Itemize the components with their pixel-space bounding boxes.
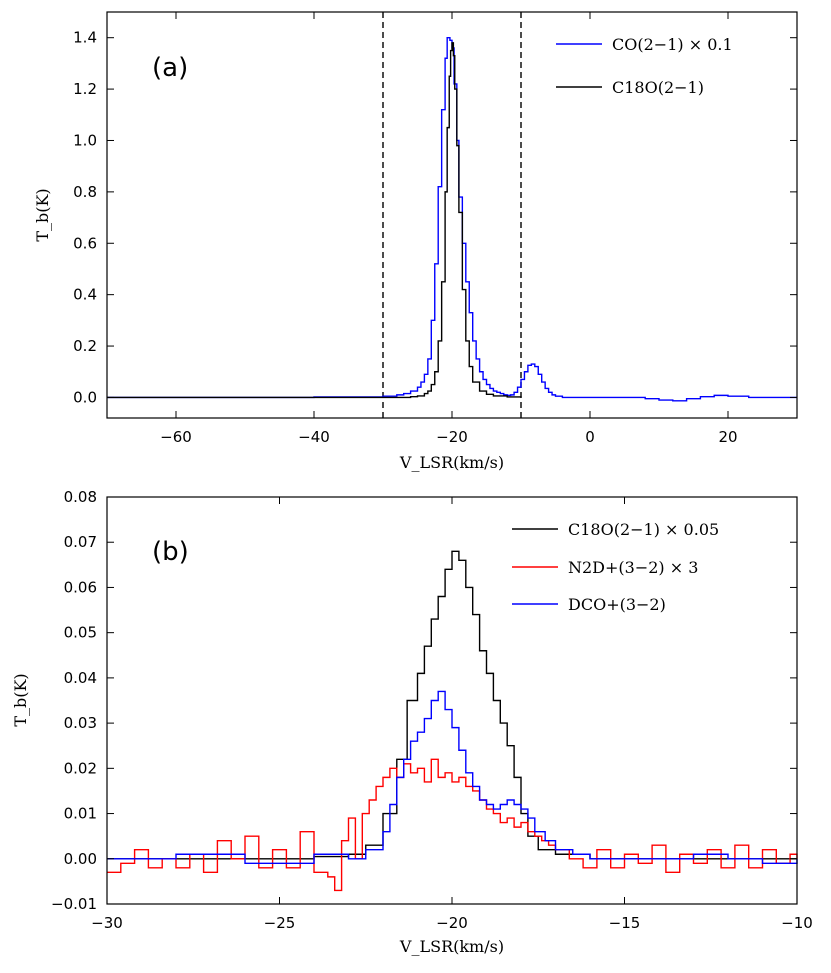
y-tick-label-b-2: 0.01 [64, 805, 97, 823]
series-line-b-3 [107, 690, 798, 864]
series-line-a-2 [107, 42, 522, 399]
series-line-a-1 [107, 36, 797, 402]
panel-label-b: (b) [152, 537, 189, 567]
y-tick-label-a-2: 0.4 [73, 286, 97, 304]
x-tick-label-b-0: −30 [91, 914, 123, 932]
legend-b: C18O(2−1) × 0.05 N2D+(3−2) × 3 DCO+(3−2) [512, 520, 719, 614]
y-tick-label-a-0: 0.0 [73, 388, 97, 406]
x-tick-label-a-4: 20 [718, 428, 737, 446]
legend-label-n2dp: N2D+(3−2) × 3 [568, 558, 698, 577]
y-axis-label-a: T_b(K) [33, 188, 52, 241]
y-tick-label-a-7: 1.4 [73, 29, 97, 47]
panel-b: −30 −25 −20 −15 −10 −0.01 0.00 0.01 0.02 0.03 0.04… [11, 488, 813, 956]
y-tick-label-b-6: 0.05 [64, 624, 97, 642]
panel-label-a: (a) [152, 53, 188, 83]
x-tick-label-a-1: −40 [298, 428, 330, 446]
x-tick-label-b-4: −10 [781, 914, 813, 932]
y-tick-label-b-3: 0.02 [64, 759, 97, 777]
y-tick-label-b-1: 0.00 [64, 850, 97, 868]
y-tick-label-b-0: −0.01 [51, 895, 97, 913]
plot-area-a [107, 12, 797, 418]
x-tick-label-a-3: 0 [585, 428, 595, 446]
y-tick-label-a-5: 1.0 [73, 131, 97, 149]
legend-label-dcop: DCO+(3−2) [568, 595, 666, 614]
x-tick-label-a-2: −20 [436, 428, 468, 446]
panel-a: −60 −40 −20 0 20 0.0 0.2 0.4 0.6 0.8 1.0 1.2 1.4 (a)… [33, 11, 798, 472]
y-tick-label-b-7: 0.06 [64, 578, 97, 596]
x-axis-label-a: V_LSR(km/s) [399, 453, 504, 472]
series-line-b-2 [107, 758, 798, 892]
y-tick-label-a-4: 0.8 [73, 183, 97, 201]
x-axis-label-b: V_LSR(km/s) [399, 937, 504, 956]
y-tick-label-a-1: 0.2 [73, 337, 97, 355]
y-tick-label-a-6: 1.2 [73, 80, 97, 98]
y-axis-label-b: T_b(K) [11, 673, 30, 726]
legend-a: CO(2−1) × 0.1 C18O(2−1) [556, 35, 733, 97]
x-tick-label-a-0: −60 [160, 428, 192, 446]
y-tick-label-b-4: 0.03 [64, 714, 97, 732]
y-tick-label-b-5: 0.04 [64, 669, 97, 687]
legend-label-c18o-b: C18O(2−1) × 0.05 [568, 520, 719, 539]
y-tick-label-b-9: 0.08 [64, 488, 97, 506]
x-tick-label-b-1: −25 [264, 914, 296, 932]
x-tick-label-b-2: −20 [436, 914, 468, 932]
legend-label-c18o: C18O(2−1) [612, 78, 704, 97]
x-tick-label-b-3: −15 [609, 914, 641, 932]
y-tick-label-a-3: 0.6 [73, 234, 97, 252]
legend-label-co: CO(2−1) × 0.1 [612, 35, 733, 54]
y-tick-label-b-8: 0.07 [64, 533, 97, 551]
